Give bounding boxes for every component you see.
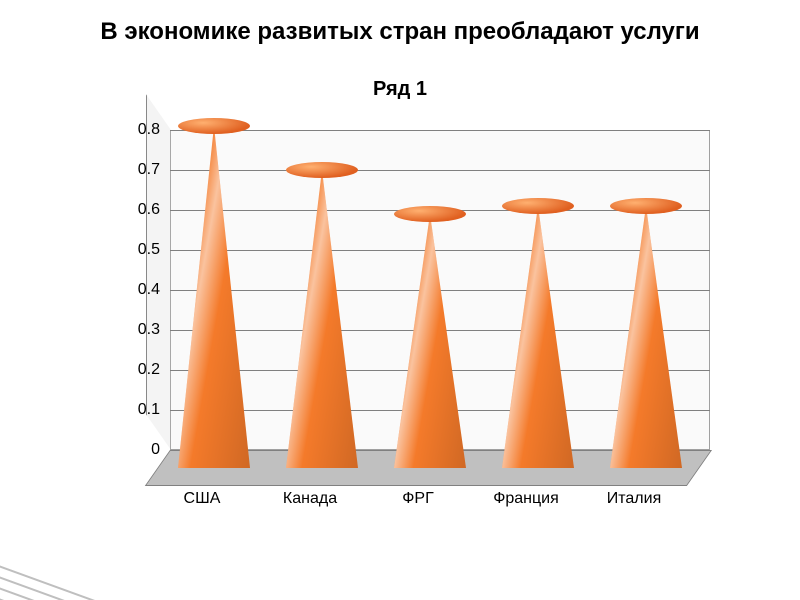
- decoration-line: [0, 533, 271, 600]
- decoration-line: [0, 566, 271, 600]
- cone-bar: [178, 126, 250, 468]
- decoration-line: [0, 555, 271, 600]
- cone-bar: [502, 206, 574, 468]
- page-title: В экономике развитых стран преобладают у…: [0, 18, 800, 46]
- x-tick-label: Италия: [607, 490, 661, 508]
- cone-body: [502, 206, 574, 468]
- y-tick-label: 0.7: [100, 161, 160, 179]
- cone-body: [178, 126, 250, 468]
- cone-highlight: [394, 214, 466, 468]
- y-tick-label: 0.8: [100, 121, 160, 139]
- cone-body: [394, 214, 466, 468]
- cone-bar: [394, 214, 466, 468]
- x-tick-label: США: [184, 490, 221, 508]
- chart-cones: [170, 130, 710, 474]
- chart-area: 00.10.20.30.40.50.60.70.8 СШАКанадаФРГФр…: [90, 120, 730, 490]
- x-tick-label: Франция: [493, 490, 559, 508]
- decoration-line: [0, 511, 271, 600]
- chart-side-wall: [146, 94, 171, 450]
- y-tick-label: 0.6: [100, 201, 160, 219]
- x-tick-label: ФРГ: [402, 490, 434, 508]
- y-tick-label: 0.2: [100, 361, 160, 379]
- cone-body: [286, 170, 358, 468]
- cone-highlight: [178, 126, 250, 468]
- y-tick-label: 0.4: [100, 281, 160, 299]
- y-tick-label: 0.3: [100, 321, 160, 339]
- cone-bar: [610, 206, 682, 468]
- decoration-line: [0, 588, 271, 600]
- x-axis-labels: США Канада ФРГ Франция Италия: [170, 490, 710, 520]
- cone-highlight: [502, 206, 574, 468]
- y-tick-label: 0.1: [100, 401, 160, 419]
- chart-series-title: Ряд 1: [0, 78, 800, 101]
- y-tick-label: 0: [100, 441, 160, 459]
- decoration-line: [0, 544, 271, 600]
- cone-highlight: [610, 206, 682, 468]
- decoration-line: [0, 522, 271, 600]
- cone-body: [610, 206, 682, 468]
- decoration-line: [0, 577, 271, 600]
- x-tick-label: Канада: [283, 490, 337, 508]
- y-tick-label: 0.5: [100, 241, 160, 259]
- cone-bar: [286, 170, 358, 468]
- cone-highlight: [286, 170, 358, 468]
